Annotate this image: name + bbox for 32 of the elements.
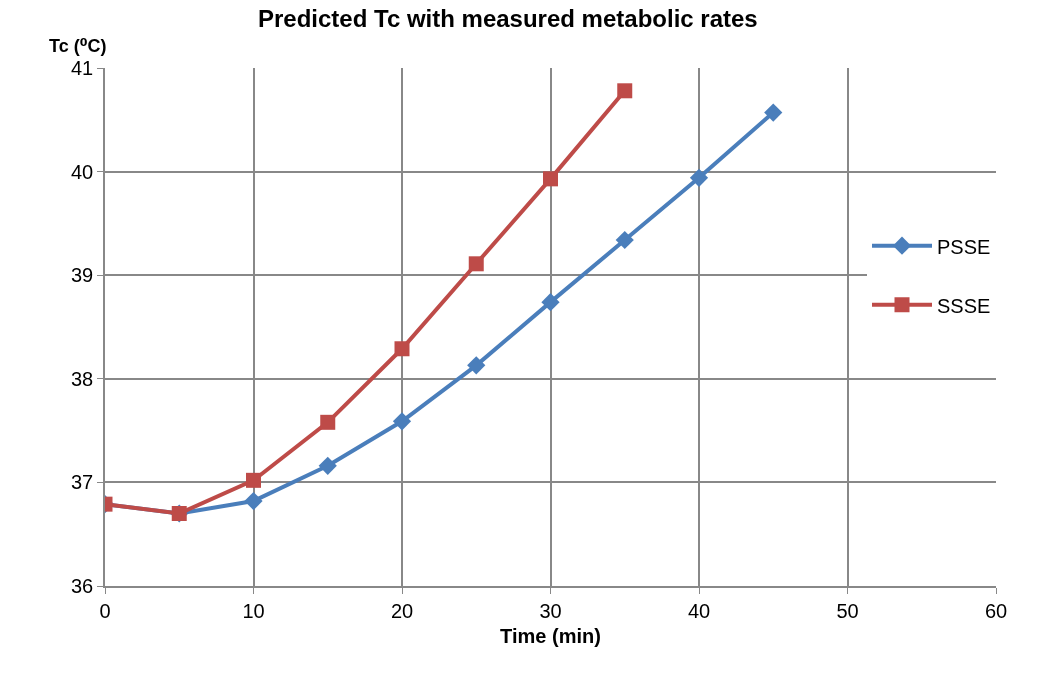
- x-tick-label: 40: [687, 599, 711, 622]
- point: [615, 230, 634, 250]
- point: [689, 168, 709, 187]
- point: [246, 472, 261, 488]
- point: [394, 341, 410, 357]
- point: [764, 103, 783, 122]
- point: [543, 171, 558, 187]
- y-tick-label: 38: [71, 367, 94, 390]
- x-tick-label: 0: [99, 599, 111, 622]
- point: [392, 412, 412, 431]
- y-tick-label: 36: [71, 575, 94, 597]
- y-tick-label: 40: [71, 160, 94, 183]
- x-tick-label: 10: [242, 599, 265, 622]
- x-tick-label: 20: [390, 599, 414, 622]
- y-tick-label: 41: [71, 57, 94, 79]
- x-tick-label: 30: [539, 599, 562, 622]
- x-tick-label: 60: [984, 599, 1008, 622]
- point: [244, 491, 263, 511]
- x-tick-label: 50: [836, 599, 859, 622]
- legend-label: SSSE: [937, 294, 991, 317]
- y-axis-title: Tc (⁰C): [49, 36, 107, 56]
- chart-title: Predicted Tc with measured metabolic rates: [257, 4, 758, 32]
- point: [617, 83, 633, 99]
- y-tick-label: 39: [71, 264, 94, 287]
- point: [467, 356, 486, 375]
- point: [541, 293, 560, 312]
- point: [468, 256, 484, 272]
- legend-label: PSSE: [937, 235, 991, 258]
- y-tick-label: 37: [71, 471, 94, 494]
- point: [320, 414, 336, 430]
- point: [318, 456, 337, 475]
- x-axis-title: Time (min): [500, 624, 601, 647]
